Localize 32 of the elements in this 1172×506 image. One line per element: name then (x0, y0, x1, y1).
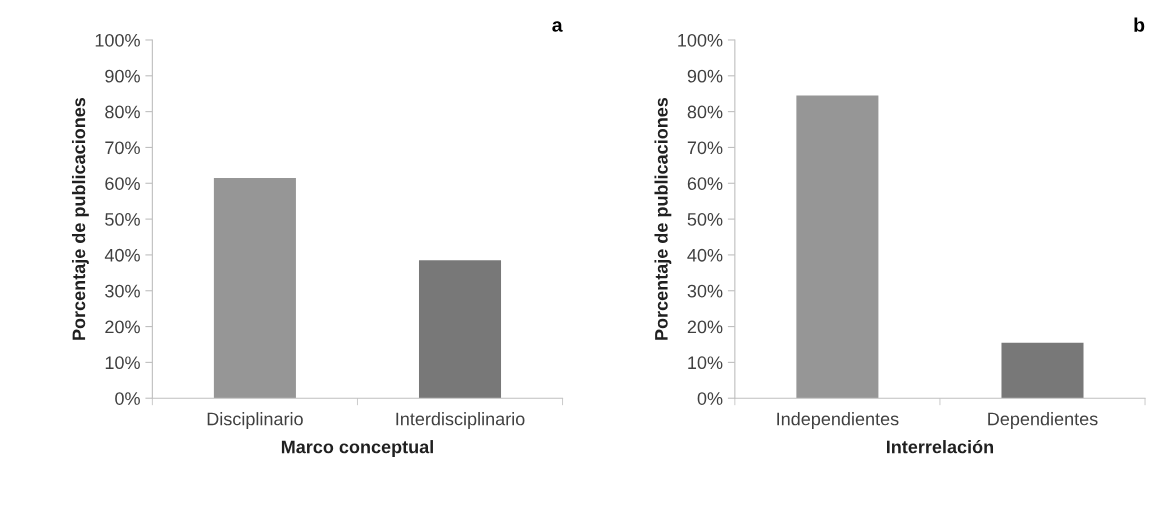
chart-title: a (552, 21, 563, 32)
chart-title: b (1134, 17, 1145, 32)
y-axis-title: Porcentaje de publicaciones (654, 97, 672, 340)
y-tick-label: 100% (678, 33, 723, 47)
y-tick-label: 90% (687, 69, 723, 83)
y-tick-label: 90% (105, 69, 140, 83)
y-tick-label: 10% (688, 356, 723, 370)
y-tick-label: 100% (95, 33, 140, 47)
y-tick-label: 40% (104, 248, 140, 262)
y-tick-label: 30% (105, 284, 140, 298)
y-tick-label: 20% (687, 320, 723, 334)
y-tick-label: 70% (105, 141, 140, 155)
x-tick-label: Independientes (777, 412, 899, 429)
y-tick-label: 10% (105, 356, 140, 370)
y-tick-label: 60% (105, 177, 140, 190)
y-tick-label: 80% (105, 105, 140, 119)
y-tick-label: 20% (105, 320, 140, 334)
y-tick-label: 0% (115, 392, 140, 405)
x-axis-title: Interrelación (886, 439, 994, 454)
y-axis-title: Porcentaje de publicaciones (71, 97, 89, 340)
x-tick-label: Dependientes (988, 412, 1098, 429)
y-tick-label: 30% (687, 284, 723, 298)
y-tick-label: 50% (687, 213, 723, 226)
x-tick-label: Disciplinario (207, 412, 303, 429)
y-tick-label: 60% (687, 177, 723, 190)
y-tick-label: 50% (105, 213, 140, 226)
y-tick-label: 40% (687, 248, 723, 262)
y-tick-label: 0% (697, 392, 723, 405)
x-tick-label: Interdisciplinario (396, 412, 525, 429)
x-axis-title: Marco conceptual (281, 440, 433, 457)
y-tick-label: 80% (687, 105, 723, 119)
y-tick-label: 70% (687, 141, 723, 155)
